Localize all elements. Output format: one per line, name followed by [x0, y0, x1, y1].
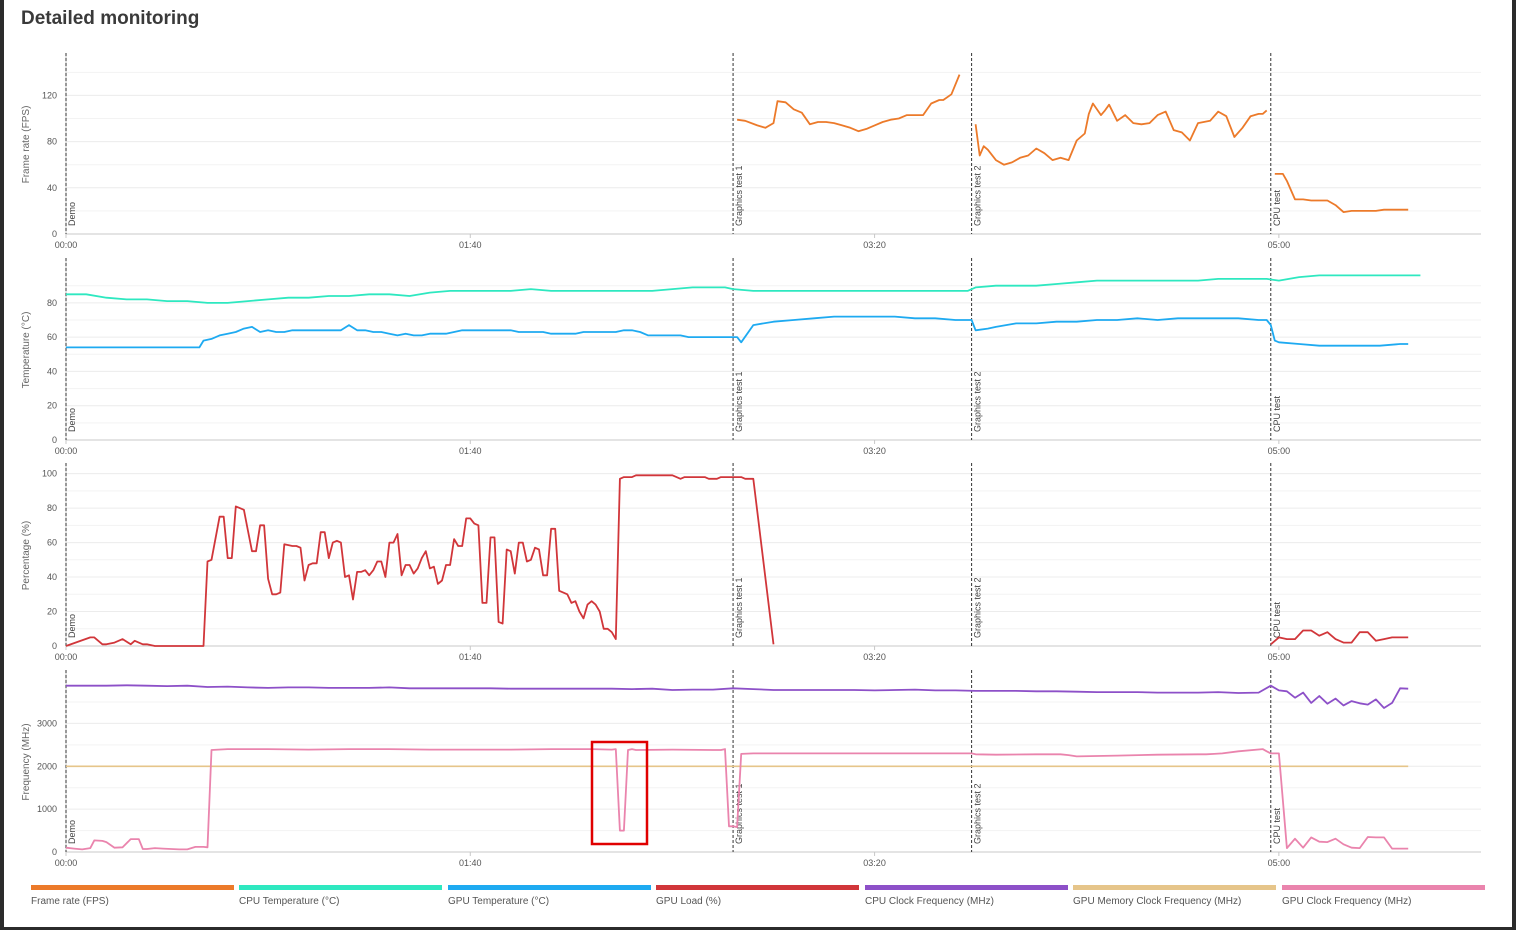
x-tick-label: 05:00 — [1268, 858, 1291, 868]
section-marker-label: Graphics test 2 — [973, 371, 983, 432]
chart-panel-4: 0 1000 2000 3000 Frequency (MHz) 00:00 01:40 03… — [21, 670, 1481, 868]
x-tick-label: 00:00 — [55, 858, 78, 868]
x-tick-label: 05:00 — [1268, 446, 1291, 456]
x-tick-label: 00:00 — [55, 446, 78, 456]
x-tick-label: 03:20 — [863, 240, 886, 250]
y-tick-label: 0 — [52, 229, 57, 239]
y-tick-label: 40 — [47, 366, 57, 376]
section-marker-label: CPU test — [1272, 189, 1282, 226]
x-tick-label: 03:20 — [863, 446, 886, 456]
x-tick-label: 05:00 — [1268, 240, 1291, 250]
y-axis-label: Percentage (%) — [21, 521, 32, 590]
y-tick-label: 3000 — [37, 718, 57, 728]
section-marker-label: CPU test — [1272, 601, 1282, 638]
legend-swatch-gpu-memory-clock — [1073, 885, 1276, 890]
x-tick-label: 05:00 — [1268, 652, 1291, 662]
y-tick-label: 120 — [42, 90, 57, 100]
section-marker-label: Demo — [67, 614, 77, 638]
x-tick-label: 00:00 — [55, 652, 78, 662]
legend-label-cpu-clock: CPU Clock Frequency (MHz) — [865, 896, 994, 907]
x-tick-label: 00:00 — [55, 240, 78, 250]
section-marker-label: CPU test — [1272, 807, 1282, 844]
legend-label-gpu-memory-clock: GPU Memory Clock Frequency (MHz) — [1073, 896, 1242, 907]
legend-item-gpu-clock[interactable]: GPU Clock Frequency (MHz) — [1282, 885, 1485, 915]
y-axis-label: Frame rate (FPS) — [21, 106, 32, 184]
series-line-fps — [1274, 172, 1409, 214]
chart-panel-2: 0 20 40 60 80 Temperature (°C) 00:00 01:40 03:20… — [21, 258, 1481, 456]
section-marker-label: CPU test — [1272, 395, 1282, 432]
y-tick-label: 1000 — [37, 804, 57, 814]
y-tick-label: 100 — [42, 469, 57, 479]
y-tick-label: 0 — [52, 641, 57, 651]
y-axis-label: Temperature (°C) — [21, 312, 32, 389]
series-line-fps — [974, 102, 1268, 166]
legend-item-gpu-memory-clock[interactable]: GPU Memory Clock Frequency (MHz) — [1073, 885, 1276, 915]
y-tick-label: 20 — [47, 607, 57, 617]
section-marker-label: Graphics test 2 — [973, 783, 983, 844]
y-tick-label: 0 — [52, 435, 57, 445]
legend-label-gpu-temperature: GPU Temperature (°C) — [448, 896, 550, 907]
legend-label-fps: Frame rate (FPS) — [31, 896, 109, 907]
y-tick-label: 80 — [47, 503, 57, 513]
x-tick-label: 01:40 — [459, 858, 482, 868]
section-marker-label: Graphics test 1 — [734, 783, 744, 844]
section-marker-label: Graphics test 1 — [734, 577, 744, 638]
section-marker-label: Demo — [67, 408, 77, 432]
y-tick-label: 80 — [47, 137, 57, 147]
series-line-gpu-clock — [65, 748, 1409, 851]
legend-item-gpu-load[interactable]: GPU Load (%) — [656, 885, 859, 915]
legend-label-gpu-clock: GPU Clock Frequency (MHz) — [1282, 896, 1412, 907]
legend-label-gpu-load: GPU Load (%) — [656, 896, 722, 907]
series-line-gpu-temp — [66, 315, 1409, 349]
legend-item-gpu-temperature[interactable]: GPU Temperature (°C) — [448, 885, 651, 915]
legend-item-cpu-temperature[interactable]: CPU Temperature (°C) — [239, 885, 442, 915]
section-marker-label: Graphics test 2 — [973, 577, 983, 638]
y-tick-label: 0 — [52, 847, 57, 857]
legend-swatch-gpu-clock — [1282, 885, 1485, 890]
highlight-box — [590, 740, 649, 846]
x-tick-label: 01:40 — [459, 652, 482, 662]
x-tick-label: 03:20 — [863, 652, 886, 662]
section-marker-label: Graphics test 1 — [734, 165, 744, 226]
chart-panel-3: 0 20 40 60 80 100 Percentage (%) 00:00 01:40 03:2… — [21, 463, 1481, 662]
series-line-gpu-load — [1270, 629, 1409, 645]
x-tick-label: 03:20 — [863, 858, 886, 868]
legend-label-cpu-temperature: CPU Temperature (°C) — [239, 896, 340, 907]
y-tick-label: 60 — [47, 332, 57, 342]
section-marker-label: Demo — [67, 202, 77, 226]
legend-swatch-gpu-temperature — [448, 885, 651, 890]
y-tick-label: 80 — [47, 298, 57, 308]
x-tick-label: 01:40 — [459, 240, 482, 250]
y-axis-label: Frequency (MHz) — [21, 723, 32, 800]
series-line-cpu-temp — [66, 274, 1421, 304]
x-tick-label: 01:40 — [459, 446, 482, 456]
chart-panel-1: 0 40 80 120 Frame rate (FPS) 00:00 01:40 03:20 0… — [21, 53, 1481, 250]
legend-item-fps[interactable]: Frame rate (FPS) — [31, 885, 234, 915]
legend-swatch-fps — [31, 885, 234, 890]
window-border-bottom — [0, 927, 1516, 930]
y-tick-label: 40 — [47, 183, 57, 193]
series-line-fps — [736, 74, 961, 133]
window-border-right — [1512, 0, 1516, 930]
series-line-cpu-clock — [66, 684, 1409, 709]
section-marker-label: Demo — [67, 820, 77, 844]
section-marker-label: Graphics test 2 — [973, 165, 983, 226]
section-marker-label: Graphics test 1 — [734, 371, 744, 432]
legend-swatch-gpu-load — [656, 885, 859, 890]
legend-swatch-cpu-clock — [865, 885, 1068, 890]
chart-legend: Frame rate (FPS) CPU Temperature (°C) GP… — [31, 885, 1491, 915]
window-border-left — [0, 0, 4, 930]
series-line-gpu-load — [65, 474, 775, 647]
page-title: Detailed monitoring — [21, 8, 200, 29]
legend-swatch-cpu-temperature — [239, 885, 442, 890]
y-tick-label: 2000 — [37, 761, 57, 771]
y-tick-label: 60 — [47, 538, 57, 548]
legend-item-cpu-clock[interactable]: CPU Clock Frequency (MHz) — [865, 885, 1068, 915]
y-tick-label: 40 — [47, 572, 57, 582]
y-tick-label: 20 — [47, 401, 57, 411]
